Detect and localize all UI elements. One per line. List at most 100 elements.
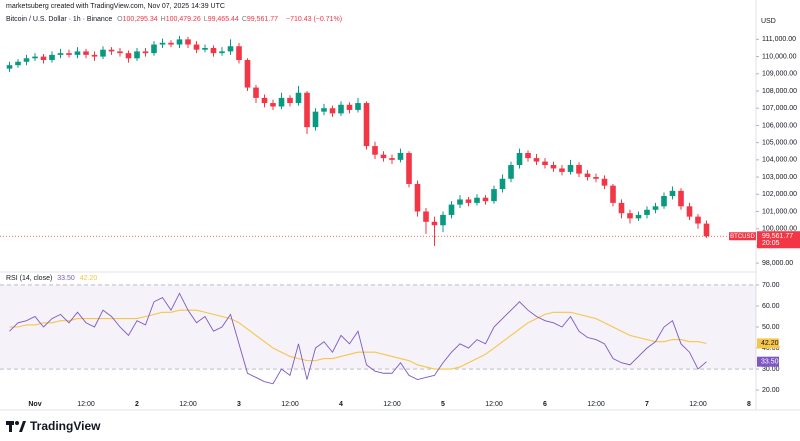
candle-body	[508, 165, 514, 179]
candle-body	[83, 51, 89, 55]
candle-body	[542, 161, 548, 166]
legend-label: O	[117, 16, 123, 23]
candle-body	[134, 51, 140, 59]
price-tag-label: 99,561.77	[762, 233, 793, 240]
candle-body	[346, 104, 353, 110]
candle-body	[219, 51, 225, 54]
candle-body	[567, 165, 574, 172]
x-tick-label: 12:00	[77, 401, 95, 408]
candle-body	[270, 103, 276, 107]
candle-body	[100, 49, 106, 57]
candle-body	[601, 178, 608, 186]
ohlc-legend: O100,295.34 H100,479.26 L99,465.44 C99,561.…	[117, 16, 281, 23]
candle-body	[474, 197, 480, 203]
candle-body	[389, 158, 395, 160]
candle-body	[57, 53, 64, 55]
x-tick-label: 2	[135, 401, 139, 408]
candle-body	[372, 146, 378, 155]
candle-body	[482, 197, 489, 202]
candle-body	[287, 97, 293, 104]
y-tick-label: 104,000.00	[762, 157, 797, 164]
candle-body	[227, 46, 234, 52]
candle-body	[465, 199, 472, 203]
x-tick-label: 4	[339, 401, 343, 408]
value-tag-label: 42.20	[761, 340, 779, 347]
logo-text: TradingView	[30, 419, 101, 433]
candle-body	[32, 56, 38, 59]
candle-body	[618, 202, 625, 214]
y-tick-label: 110,000.00	[762, 53, 797, 60]
x-tick-label: 7	[645, 401, 649, 408]
candle-body	[593, 177, 599, 179]
candle-body	[397, 152, 404, 160]
candle-body	[525, 152, 531, 159]
candle-body	[533, 158, 540, 162]
candle-body	[142, 51, 149, 54]
y-tick-label: 103,000.00	[762, 174, 797, 181]
y-tick-label: 107,000.00	[762, 105, 797, 112]
symbol-title: Bitcoin / U.S. Dollar · 1h · Binance	[6, 16, 113, 23]
candle-body	[644, 209, 650, 215]
y-tick-label: 109,000.00	[762, 71, 797, 78]
candle-body	[176, 39, 183, 45]
y-tick-label: 70.00	[762, 282, 780, 289]
candle-body	[49, 54, 55, 61]
candle-body	[261, 97, 268, 104]
legend-value: 99,465.44	[207, 16, 239, 23]
candle-body	[304, 92, 310, 128]
candle-body	[695, 216, 701, 224]
rsi-value: 33.50	[57, 275, 75, 282]
candle-body	[610, 185, 616, 203]
candle-body	[321, 108, 327, 112]
candle-body	[550, 165, 557, 169]
candle-body	[380, 154, 387, 159]
y-tick-label: 50.00	[762, 324, 780, 331]
symbol-legend: Bitcoin / U.S. Dollar · 1h · Binance O10…	[6, 16, 345, 23]
y-tick-label: 106,000.00	[762, 122, 797, 129]
candle-body	[210, 47, 217, 54]
x-tick-label: 12:00	[587, 401, 605, 408]
candle-body	[686, 206, 693, 217]
legend-value: 100,295.34	[122, 16, 158, 23]
candle-body	[295, 92, 302, 104]
candle-body	[185, 39, 191, 45]
change: −710.43 (−0.71%)	[286, 16, 343, 23]
candle-body	[584, 173, 591, 178]
value-tag-label: 33.50	[761, 359, 779, 366]
candle-body	[6, 65, 13, 69]
value-tag	[757, 356, 779, 367]
y-tick-label: 98,000.00	[762, 260, 793, 267]
y-unit: USD	[761, 18, 776, 25]
candle-body	[244, 60, 251, 88]
y-tick-label: 101,000.00	[762, 208, 797, 215]
candle-body	[253, 87, 259, 98]
x-tick-label: Nov	[28, 401, 41, 408]
candle-body	[406, 152, 412, 184]
candle-body	[414, 183, 421, 212]
y-tick-label: 105,000.00	[762, 139, 797, 146]
candle-body	[457, 199, 463, 205]
x-tick-label: 3	[237, 401, 241, 408]
candle-body	[312, 111, 319, 128]
candle-body	[661, 195, 667, 207]
legend-label: H	[160, 16, 166, 23]
y-tick-label: 30.00	[762, 366, 780, 373]
candle-body	[151, 44, 157, 54]
candle-body	[202, 47, 208, 50]
x-tick-label: 12:00	[485, 401, 503, 408]
candle-body	[15, 61, 21, 66]
candle-body	[355, 103, 361, 110]
candle-body	[678, 190, 684, 207]
legend-label: C	[241, 16, 247, 23]
candle-body	[423, 211, 429, 222]
candle-body	[576, 165, 582, 174]
candle-body	[448, 204, 455, 215]
y-tick-label: 102,000.00	[762, 191, 797, 198]
candle-body	[40, 56, 47, 61]
value-tag	[757, 338, 779, 349]
candle-body	[559, 168, 565, 172]
rsi-line	[9, 309, 707, 370]
candle-body	[635, 214, 642, 219]
